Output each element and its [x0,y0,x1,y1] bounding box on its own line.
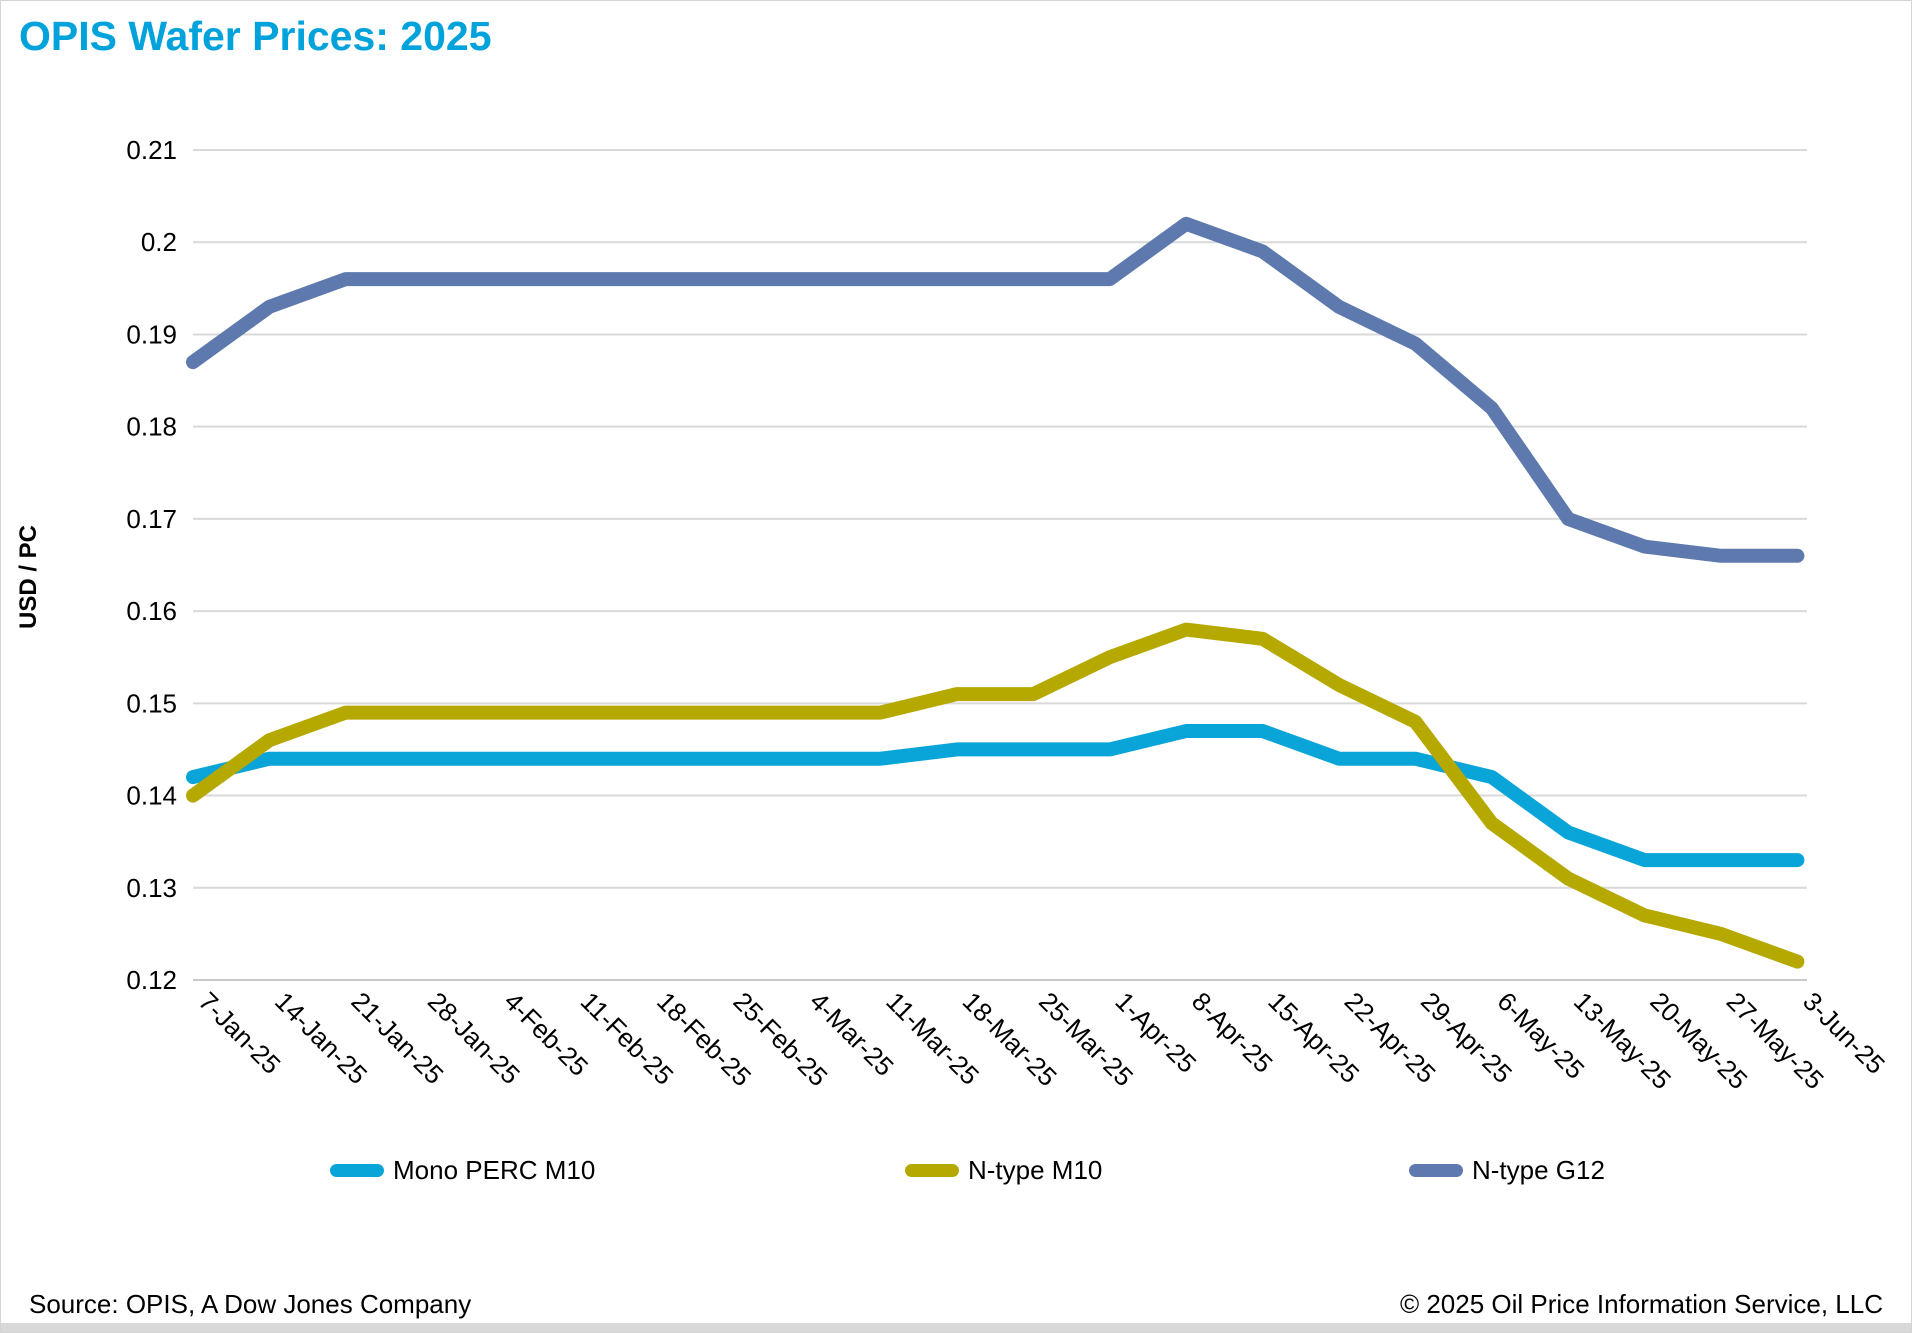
legend-item-n-type-m10: N-type M10 [905,1153,1102,1187]
y-tick-label: 0.16 [126,596,177,626]
x-tick-label: 7-Jan-25 [193,986,287,1080]
series-line-n-type-m10 [186,622,1805,969]
y-tick-label: 0.21 [126,135,177,165]
series-line-n-type-g12 [186,216,1805,563]
wafer-price-chart: 0.21 0.2 0.19 0.18 0.17 0.16 0.15 0.14 0.13 0.12 7… [126,135,1891,1095]
legend-item-mono-perc-m10: Mono PERC M10 [330,1153,595,1187]
y-tick-label: 0.2 [141,227,177,257]
chart-legend: Mono PERC M10 N-type M10 N-type G12 [1,1153,1911,1187]
legend-label-n-type-g12: N-type G12 [1472,1154,1605,1185]
page-title: OPIS Wafer Prices: 2025 [19,13,492,59]
y-tick-label: 0.19 [126,319,177,349]
legend-label-n-type-m10: N-type M10 [968,1154,1103,1185]
series-line-mono-perc-m10 [186,724,1805,868]
y-tick-label: 0.18 [126,412,177,442]
legend-label-mono-perc-m10: Mono PERC M10 [393,1154,596,1185]
y-tick-label: 0.12 [126,965,177,995]
legend-swatch-mono-perc-m10 [330,1163,384,1177]
y-tick-label: 0.14 [126,781,177,811]
source-note: Source: OPIS, A Dow Jones Company [29,1289,472,1319]
legend-swatch-n-type-g12 [1409,1163,1463,1177]
bottom-border-strip [1,1323,1911,1332]
y-tick-label: 0.15 [126,688,177,718]
legend-item-n-type-g12: N-type G12 [1409,1153,1605,1187]
y-tick-label: 0.13 [126,873,177,903]
y-tick-label: 0.17 [126,504,177,534]
x-tick-label: 8-Apr-25 [1186,986,1279,1079]
legend-swatch-n-type-m10 [905,1163,959,1177]
copyright-note: © 2025 Oil Price Information Service, LL… [1399,1289,1883,1319]
